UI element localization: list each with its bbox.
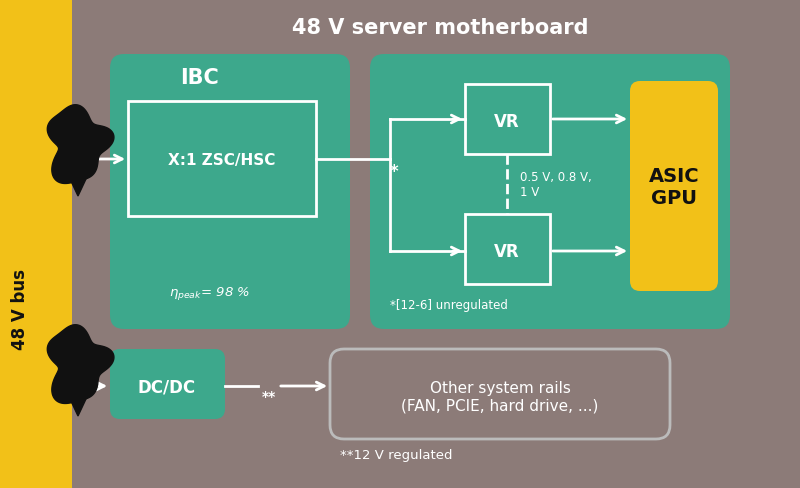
Polygon shape	[63, 384, 93, 416]
Text: *: *	[390, 163, 398, 181]
Bar	[0, 0, 72, 488]
Polygon shape	[47, 105, 114, 184]
Text: IBC: IBC	[181, 68, 219, 88]
Bar	[128, 102, 316, 217]
Text: ASIC
GPU: ASIC GPU	[649, 167, 699, 208]
Text: 48 V server motherboard: 48 V server motherboard	[292, 18, 588, 38]
FancyBboxPatch shape	[630, 82, 718, 291]
Text: 0.5 V, 0.8 V,
1 V: 0.5 V, 0.8 V, 1 V	[520, 171, 592, 199]
Text: VR: VR	[494, 113, 520, 131]
Polygon shape	[63, 164, 93, 197]
Text: 48 V bus: 48 V bus	[11, 269, 29, 350]
Text: $\eta_{peak}$= 98 %: $\eta_{peak}$= 98 %	[170, 285, 250, 302]
FancyBboxPatch shape	[370, 55, 730, 329]
FancyBboxPatch shape	[110, 349, 225, 419]
Polygon shape	[47, 325, 114, 404]
Text: VR: VR	[494, 243, 520, 261]
Text: X:1 ZSC/HSC: X:1 ZSC/HSC	[168, 152, 276, 167]
Text: **12 V regulated: **12 V regulated	[340, 448, 453, 462]
Bar	[465, 85, 550, 155]
FancyBboxPatch shape	[330, 349, 670, 439]
Text: *[12-6] unregulated: *[12-6] unregulated	[390, 298, 508, 311]
Text: Other system rails
(FAN, PCIE, hard drive, ...): Other system rails (FAN, PCIE, hard driv…	[402, 380, 598, 412]
Bar	[465, 215, 550, 285]
Text: **: **	[262, 389, 276, 403]
FancyBboxPatch shape	[110, 55, 350, 329]
Text: DC/DC: DC/DC	[138, 377, 196, 395]
